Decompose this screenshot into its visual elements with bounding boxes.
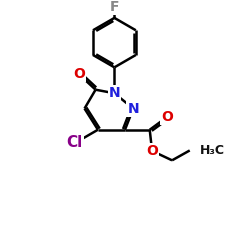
Text: N: N [108,86,120,100]
Text: F: F [110,0,119,14]
Text: O: O [146,144,158,158]
Text: O: O [162,110,173,124]
Text: O: O [73,68,85,82]
Text: H₃C: H₃C [200,144,224,157]
Text: N: N [128,102,139,116]
Text: Cl: Cl [66,135,82,150]
